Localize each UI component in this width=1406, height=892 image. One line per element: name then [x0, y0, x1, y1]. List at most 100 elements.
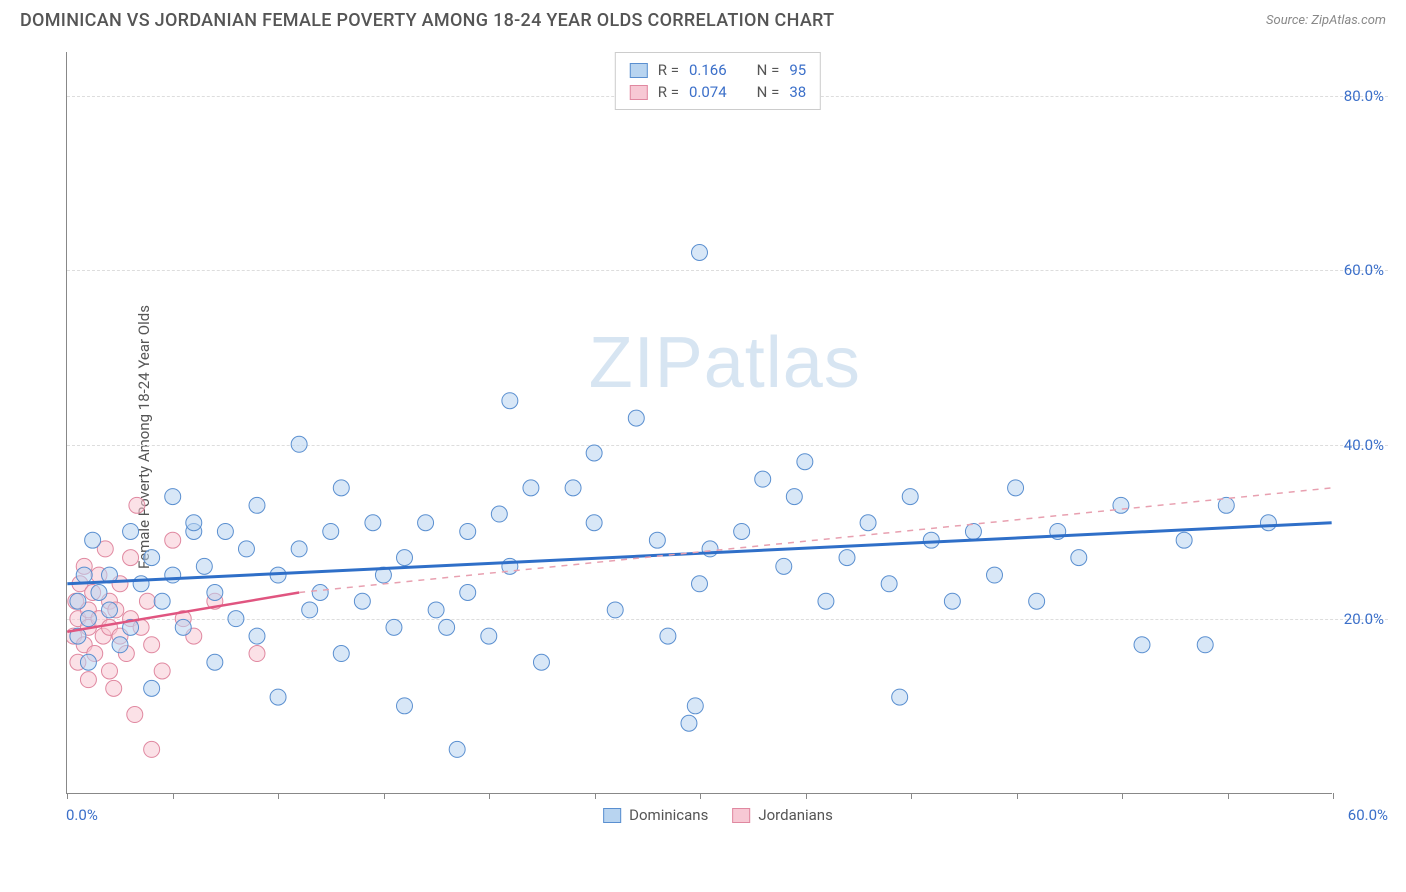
dominicans-point	[386, 619, 402, 635]
dominicans-point	[1197, 637, 1213, 653]
jordanians-point	[102, 663, 118, 679]
chart-container: Female Poverty Among 18-24 Year Olds ZIP…	[48, 52, 1388, 822]
jordanians-point	[118, 646, 134, 662]
y-tick-label: 40.0%	[1344, 436, 1384, 454]
dominicans-point	[154, 593, 170, 609]
x-tick	[1017, 793, 1018, 799]
dominicans-point	[249, 497, 265, 513]
legend-swatch	[732, 808, 750, 823]
dominicans-point	[80, 654, 96, 670]
x-tick	[278, 793, 279, 799]
dominicans-trendline	[67, 523, 1331, 584]
dominicans-point	[70, 628, 86, 644]
dominicans-point	[481, 628, 497, 644]
chart-title: DOMINICAN VS JORDANIAN FEMALE POVERTY AM…	[20, 10, 834, 31]
legend-series-label: Jordanians	[758, 806, 833, 824]
dominicans-point	[1113, 497, 1129, 513]
dominicans-point	[734, 523, 750, 539]
dominicans-point	[502, 393, 518, 409]
dominicans-point	[249, 628, 265, 644]
jordanians-point	[76, 637, 92, 653]
dominicans-point	[270, 689, 286, 705]
dominicans-point	[1134, 637, 1150, 653]
dominicans-point	[207, 654, 223, 670]
jordanians-point	[102, 593, 118, 609]
jordanians-point	[70, 654, 86, 670]
legend-series-item: Jordanians	[732, 806, 833, 824]
dominicans-point	[1218, 497, 1234, 513]
jordanians-point	[154, 663, 170, 679]
dominicans-point	[987, 567, 1003, 583]
x-tick	[489, 793, 490, 799]
legend-series-item: Dominicans	[603, 806, 708, 824]
jordanians-point	[91, 567, 107, 583]
x-tick	[1333, 793, 1334, 799]
jordanians-point	[95, 628, 111, 644]
jordanians-point	[133, 619, 149, 635]
dominicans-point	[860, 515, 876, 531]
jordanians-point	[123, 550, 139, 566]
dominicans-point	[776, 558, 792, 574]
dominicans-point	[144, 550, 160, 566]
dominicans-point	[365, 515, 381, 531]
jordanians-point	[127, 707, 143, 723]
dominicans-point	[607, 602, 623, 618]
dominicans-point	[133, 576, 149, 592]
dominicans-point	[687, 698, 703, 714]
legend-swatch	[630, 63, 648, 78]
r-label: R =	[658, 61, 679, 79]
dominicans-point	[85, 532, 101, 548]
x-axis-max-label: 60.0%	[1348, 806, 1388, 824]
x-tick	[595, 793, 596, 799]
dominicans-point	[428, 602, 444, 618]
dominicans-point	[692, 245, 708, 261]
dominicans-point	[523, 480, 539, 496]
dominicans-point	[1008, 480, 1024, 496]
jordanians-point	[76, 558, 92, 574]
dominicans-point	[965, 523, 981, 539]
y-tick-label: 20.0%	[1344, 610, 1384, 628]
dominicans-point	[196, 558, 212, 574]
x-tick	[173, 793, 174, 799]
dominicans-point	[144, 680, 160, 696]
dominicans-point	[238, 541, 254, 557]
jordanians-point	[144, 637, 160, 653]
gridline	[67, 270, 1388, 271]
dominicans-point	[902, 489, 918, 505]
jordanians-trendline-dashed	[299, 488, 1332, 593]
dominicans-point	[102, 602, 118, 618]
dominicans-point	[302, 602, 318, 618]
dominicans-point	[165, 489, 181, 505]
legend-stats: R =0.166N =95R =0.074N =38	[615, 52, 821, 110]
dominicans-point	[628, 410, 644, 426]
dominicans-point	[818, 593, 834, 609]
dominicans-point	[881, 576, 897, 592]
dominicans-point	[354, 593, 370, 609]
dominicans-point	[797, 454, 813, 470]
jordanians-point	[68, 593, 84, 609]
x-axis-min-label: 0.0%	[66, 806, 98, 824]
dominicans-point	[91, 585, 107, 601]
jordanians-point	[249, 646, 265, 662]
dominicans-point	[923, 532, 939, 548]
dominicans-point	[333, 480, 349, 496]
y-tick-label: 80.0%	[1344, 87, 1384, 105]
dominicans-point	[755, 471, 771, 487]
n-value: 38	[789, 83, 806, 101]
dominicans-point	[702, 541, 718, 557]
dominicans-point	[892, 689, 908, 705]
dominicans-point	[449, 741, 465, 757]
jordanians-point	[106, 680, 122, 696]
dominicans-point	[270, 567, 286, 583]
gridline	[67, 619, 1388, 620]
dominicans-point	[839, 550, 855, 566]
dominicans-point	[323, 523, 339, 539]
r-value: 0.074	[689, 83, 727, 101]
dominicans-point	[460, 585, 476, 601]
dominicans-point	[186, 523, 202, 539]
legend-stat-row: R =0.166N =95	[630, 59, 806, 81]
dominicans-point	[112, 637, 128, 653]
r-value: 0.166	[689, 61, 727, 79]
dominicans-point	[123, 523, 139, 539]
dominicans-point	[397, 550, 413, 566]
